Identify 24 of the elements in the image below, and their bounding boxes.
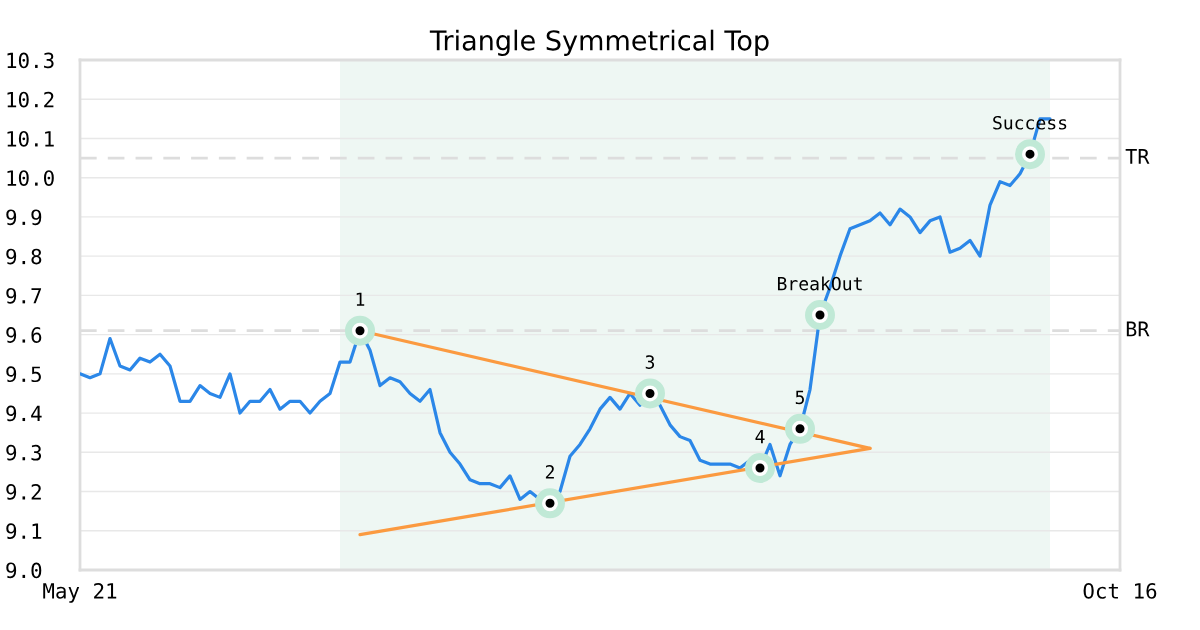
y-tick-label: 10.1 xyxy=(7,130,54,147)
x-tick-label: May 21 xyxy=(43,582,117,603)
y-tick-label: 10.3 xyxy=(7,52,54,69)
y-tick-label: 9.8 xyxy=(6,248,42,265)
annotation: 4 xyxy=(755,430,765,444)
y-tick-label: 9.6 xyxy=(6,327,42,343)
annotation: 2 xyxy=(545,465,554,479)
y-tick-label: 9.0 xyxy=(6,562,42,579)
y-tick-label: 9.1 xyxy=(6,523,42,540)
y-tick-label: 9.5 xyxy=(6,366,41,383)
y-tick-label: 9.9 xyxy=(6,209,42,226)
y-tick-label: 9.3 xyxy=(6,444,42,461)
annotation: 3 xyxy=(645,355,655,369)
x-tick-label: Oct 16 xyxy=(1083,582,1157,599)
ref-line-label: TR xyxy=(1125,149,1150,164)
annotation: 1 xyxy=(356,292,365,306)
y-tick-label: 10.2 xyxy=(7,91,54,108)
y-tick-label: 9.4 xyxy=(6,405,42,422)
y-tick-label: 10.0 xyxy=(7,170,54,186)
y-tick-label: 9.7 xyxy=(6,287,42,304)
ref-line-label: BR xyxy=(1126,321,1150,337)
annotation: 5 xyxy=(795,390,804,405)
chart-title: Triangle Symmetrical Top xyxy=(429,29,769,56)
y-tick-label: 9.2 xyxy=(6,484,41,500)
